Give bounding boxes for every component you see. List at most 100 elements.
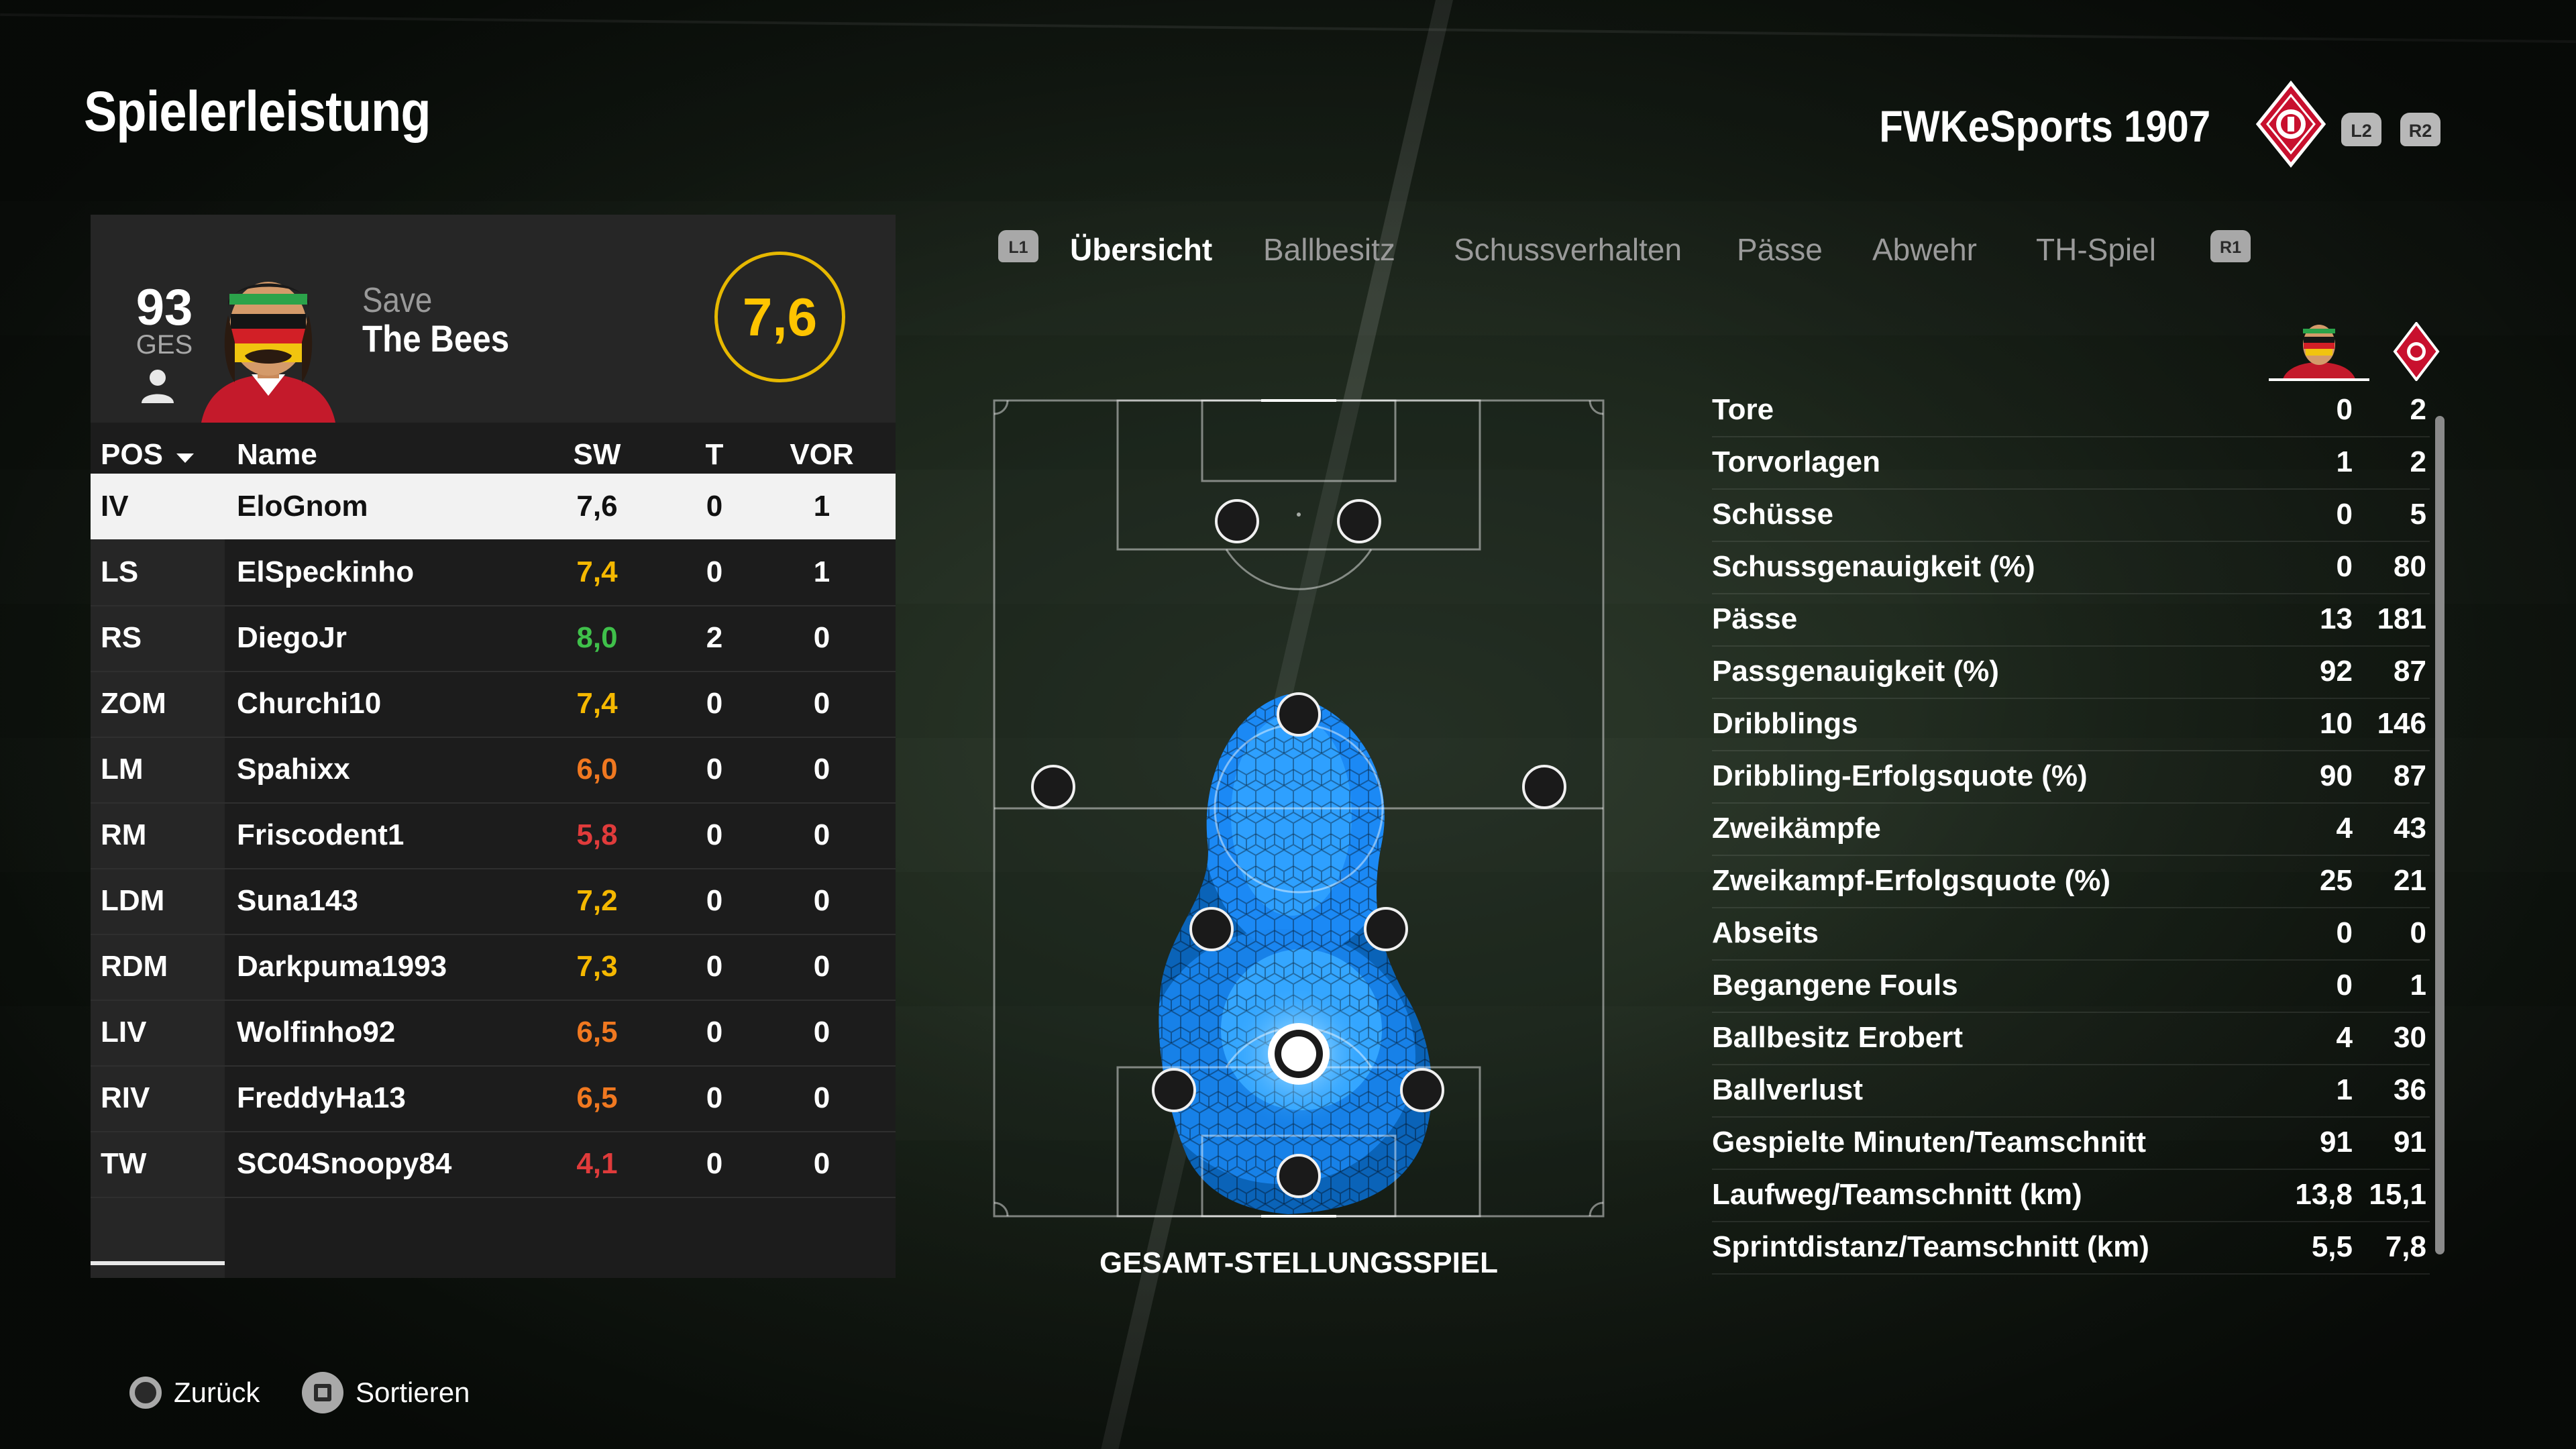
stat-row: Zweikampf-Erfolgsquote (%) 25 21 (1712, 855, 2430, 908)
stat-player-value: 90 (2320, 759, 2353, 792)
stat-row: Gespielte Minuten/Teamschnitt 91 91 (1712, 1116, 2430, 1170)
stat-row: Schüsse 0 5 (1712, 488, 2430, 542)
sort-desc-icon (176, 453, 195, 463)
stat-team-value: 80 (2394, 550, 2426, 583)
table-row[interactable]: LDM Suna143 7,2 0 0 (91, 868, 896, 935)
back-button[interactable]: Zurück (129, 1372, 260, 1413)
overall-label: GES (136, 330, 193, 360)
square-button-icon (302, 1372, 343, 1413)
page-title: Spielerleistung (84, 80, 431, 143)
table-row[interactable]: RDM Darkpuma1993 7,3 0 0 (91, 934, 896, 1001)
column-header-name[interactable]: Name (237, 438, 317, 471)
stat-label: Zweikämpfe (1712, 812, 1881, 845)
table-header: POS Name SW T VOR (91, 423, 896, 487)
tab-th-spiel[interactable]: TH-Spiel (2036, 232, 2156, 267)
stat-team-value: 2 (2410, 445, 2426, 478)
player-position: LDM (101, 884, 165, 917)
stat-row: Tore 0 2 (1712, 384, 2430, 437)
column-header-sw[interactable]: SW (573, 438, 621, 471)
stat-label: Dribblings (1712, 707, 1858, 740)
player-name: Churchi10 (237, 687, 382, 720)
tab-uebersicht[interactable]: Übersicht (1070, 232, 1213, 267)
player-name: DiegoJr (237, 621, 347, 654)
stat-label: Begangene Fouls (1712, 969, 1958, 1002)
player-name: Suna143 (237, 884, 358, 917)
table-row[interactable]: IV EloGnom 7,6 0 1 (91, 474, 896, 539)
tab-paesse[interactable]: Pässe (1737, 232, 1823, 267)
tab-schussverhalten[interactable]: Schussverhalten (1454, 232, 1682, 267)
table-row[interactable]: TW SC04Snoopy84 4,1 0 0 (91, 1131, 896, 1198)
stat-player-value: 0 (2336, 969, 2353, 1002)
player-name: EloGnom (237, 490, 368, 523)
stat-label: Gespielte Minuten/Teamschnitt (1712, 1126, 2147, 1159)
r2-shoulder-button[interactable]: R2 (2400, 113, 2440, 146)
stat-label: Ballverlust (1712, 1073, 1863, 1106)
r1-shoulder-button[interactable]: R1 (2210, 230, 2251, 262)
player-name: ElSpeckinho (237, 555, 415, 588)
column-header-vor[interactable]: VOR (790, 438, 854, 471)
stat-row: Ballverlust 1 36 (1712, 1064, 2430, 1118)
stat-team-value: 15,1 (2369, 1178, 2426, 1211)
tab-abwehr[interactable]: Abwehr (1872, 232, 1977, 267)
stat-team-value: 91 (2394, 1126, 2426, 1159)
stat-team-value: 43 (2394, 812, 2426, 845)
stat-player-value: 13 (2320, 602, 2353, 635)
column-header-t[interactable]: T (705, 438, 724, 471)
stat-player-value: 4 (2336, 812, 2353, 845)
stat-label: Sprintdistanz/Teamschnitt (km) (1712, 1230, 2149, 1263)
stat-team-value: 36 (2394, 1073, 2426, 1106)
table-row[interactable]: LIV Wolfinho92 6,5 0 0 (91, 1000, 896, 1067)
stat-player-value: 92 (2320, 655, 2353, 688)
stat-row: Abseits 0 0 (1712, 907, 2430, 961)
team-name: FWKeSports 1907 (1879, 101, 2210, 151)
stat-player-value: 4 (2336, 1021, 2353, 1054)
l2-shoulder-button[interactable]: L2 (2341, 113, 2381, 146)
tab-ballbesitz[interactable]: Ballbesitz (1263, 232, 1395, 267)
table-row[interactable]: RS DiegoJr 8,0 2 0 (91, 605, 896, 672)
l1-shoulder-button[interactable]: L1 (998, 230, 1038, 262)
player-assists: 0 (813, 1147, 830, 1180)
sort-button[interactable]: Sortieren (302, 1372, 470, 1413)
player-position: TW (101, 1147, 147, 1180)
player-goals: 0 (706, 950, 723, 983)
stat-team-value: 21 (2394, 864, 2426, 897)
player-rating: 4,1 (576, 1147, 618, 1180)
stat-row: Dribbling-Erfolgsquote (%) 90 87 (1712, 750, 2430, 804)
player-avatar-icon (2269, 325, 2369, 381)
stat-player-value: 0 (2336, 393, 2353, 426)
stat-label: Schüsse (1712, 498, 1833, 531)
table-row[interactable]: ZOM Churchi10 7,4 0 0 (91, 671, 896, 738)
stat-row: Torvorlagen 1 2 (1712, 436, 2430, 490)
selected-player-marker (1268, 1023, 1330, 1085)
circle-button-icon (129, 1377, 162, 1409)
match-rating-badge: 7,6 (714, 252, 845, 382)
player-goals: 0 (706, 555, 723, 588)
player-assists: 0 (813, 950, 830, 983)
player-rating: 7,4 (576, 555, 618, 588)
player-markers (1031, 499, 1566, 1198)
player-goals: 0 (706, 687, 723, 720)
stat-label: Passgenauigkeit (%) (1712, 655, 1999, 688)
team-crest-icon (2393, 322, 2440, 381)
stat-team-value: 2 (2410, 393, 2426, 426)
player-assists: 0 (813, 1081, 830, 1114)
player-goals: 0 (706, 490, 723, 523)
player-rating: 6,5 (576, 1081, 618, 1114)
table-row[interactable]: LS ElSpeckinho 7,4 0 1 (91, 539, 896, 606)
stat-team-value: 30 (2394, 1021, 2426, 1054)
stat-row: Laufweg/Teamschnitt (km) 13,8 15,1 (1712, 1169, 2430, 1222)
stats-scrollbar[interactable] (2435, 416, 2445, 1254)
player-rating: 7,4 (576, 687, 618, 720)
player-goals: 0 (706, 753, 723, 786)
overall-rating: 93 (136, 279, 193, 336)
stat-label: Tore (1712, 393, 1774, 426)
save-name: The Bees (362, 317, 510, 360)
stat-team-value: 181 (2377, 602, 2426, 635)
position-column-indicator (91, 1261, 225, 1265)
player-assists: 0 (813, 687, 830, 720)
stat-player-value: 0 (2336, 498, 2353, 531)
table-row[interactable]: RM Friscodent1 5,8 0 0 (91, 802, 896, 869)
column-header-pos[interactable]: POS (101, 423, 195, 487)
table-row[interactable]: LM Spahixx 6,0 0 0 (91, 737, 896, 804)
table-row[interactable]: RIV FreddyHa13 6,5 0 0 (91, 1065, 896, 1132)
